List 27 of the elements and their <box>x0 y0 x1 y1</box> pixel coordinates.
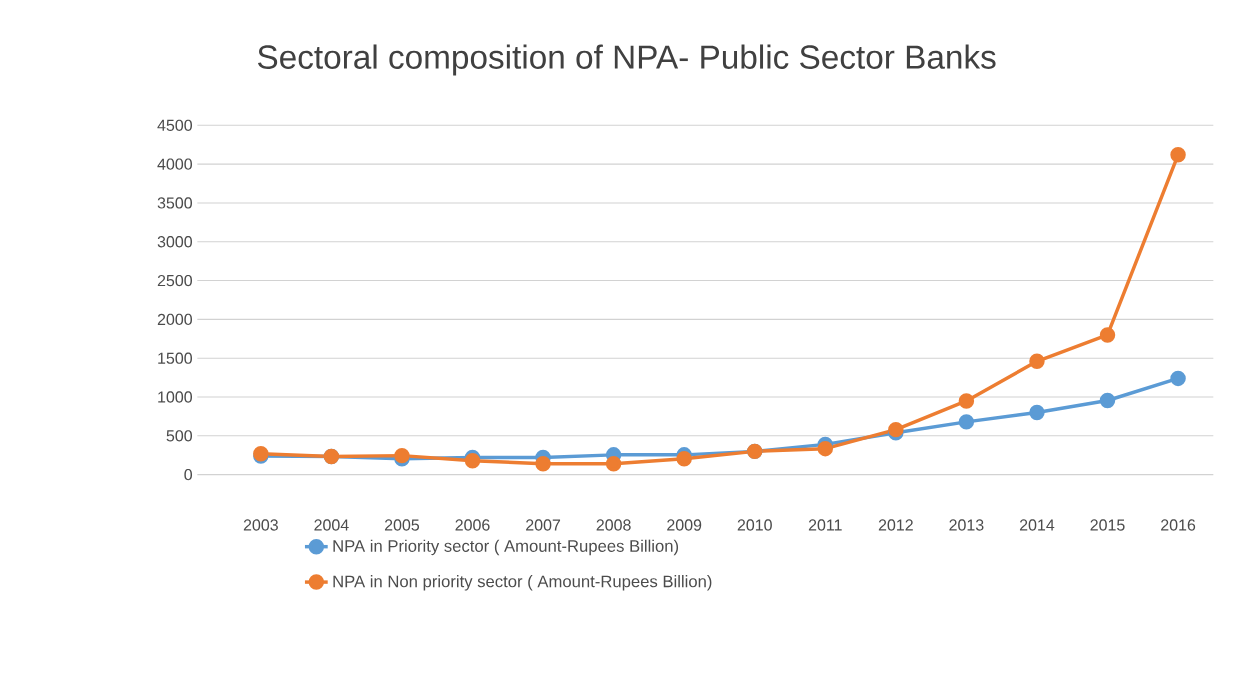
y-tick-label: 3000 <box>157 236 193 248</box>
y-tick-label: 2000 <box>157 313 193 326</box>
y-tick-label: 3500 <box>157 197 193 209</box>
x-tick-label: 2005 <box>384 519 420 531</box>
legend-label: NPA in Priority sector ( Amount-Rupees Billion) <box>333 539 679 556</box>
legend-label: NPA in Non priority sector ( Amount-Rupees Billion) <box>333 575 712 591</box>
x-tick-label: 2012 <box>878 519 913 531</box>
x-tick-label: 2010 <box>737 519 772 531</box>
x-tick-label: 2016 <box>1161 519 1196 531</box>
y-tick-label: 1000 <box>158 391 193 403</box>
x-tick-label: 2007 <box>526 519 561 531</box>
y-tick-label: 2500 <box>157 274 193 287</box>
y-tick-label: 0 <box>184 468 193 481</box>
x-tick-label: 2004 <box>314 519 349 531</box>
x-tick-label: 2013 <box>949 519 984 531</box>
x-tick-label: 2011 <box>808 519 842 531</box>
x-tick-label: 2008 <box>596 519 631 531</box>
y-tick-label: 4000 <box>157 158 193 170</box>
chart-title: Sectoral composition of NPA- Public Sector Banks <box>257 44 996 76</box>
x-tick-label: 2009 <box>667 519 702 531</box>
y-tick-label: 4500 <box>157 119 193 131</box>
y-tick-label: 500 <box>166 430 193 442</box>
x-tick-label: 2015 <box>1090 519 1125 531</box>
x-tick-label: 2014 <box>1019 519 1055 531</box>
y-tick-label: 1500 <box>158 352 193 364</box>
x-tick-label: 2003 <box>243 519 278 531</box>
x-tick-label: 2006 <box>455 519 490 531</box>
